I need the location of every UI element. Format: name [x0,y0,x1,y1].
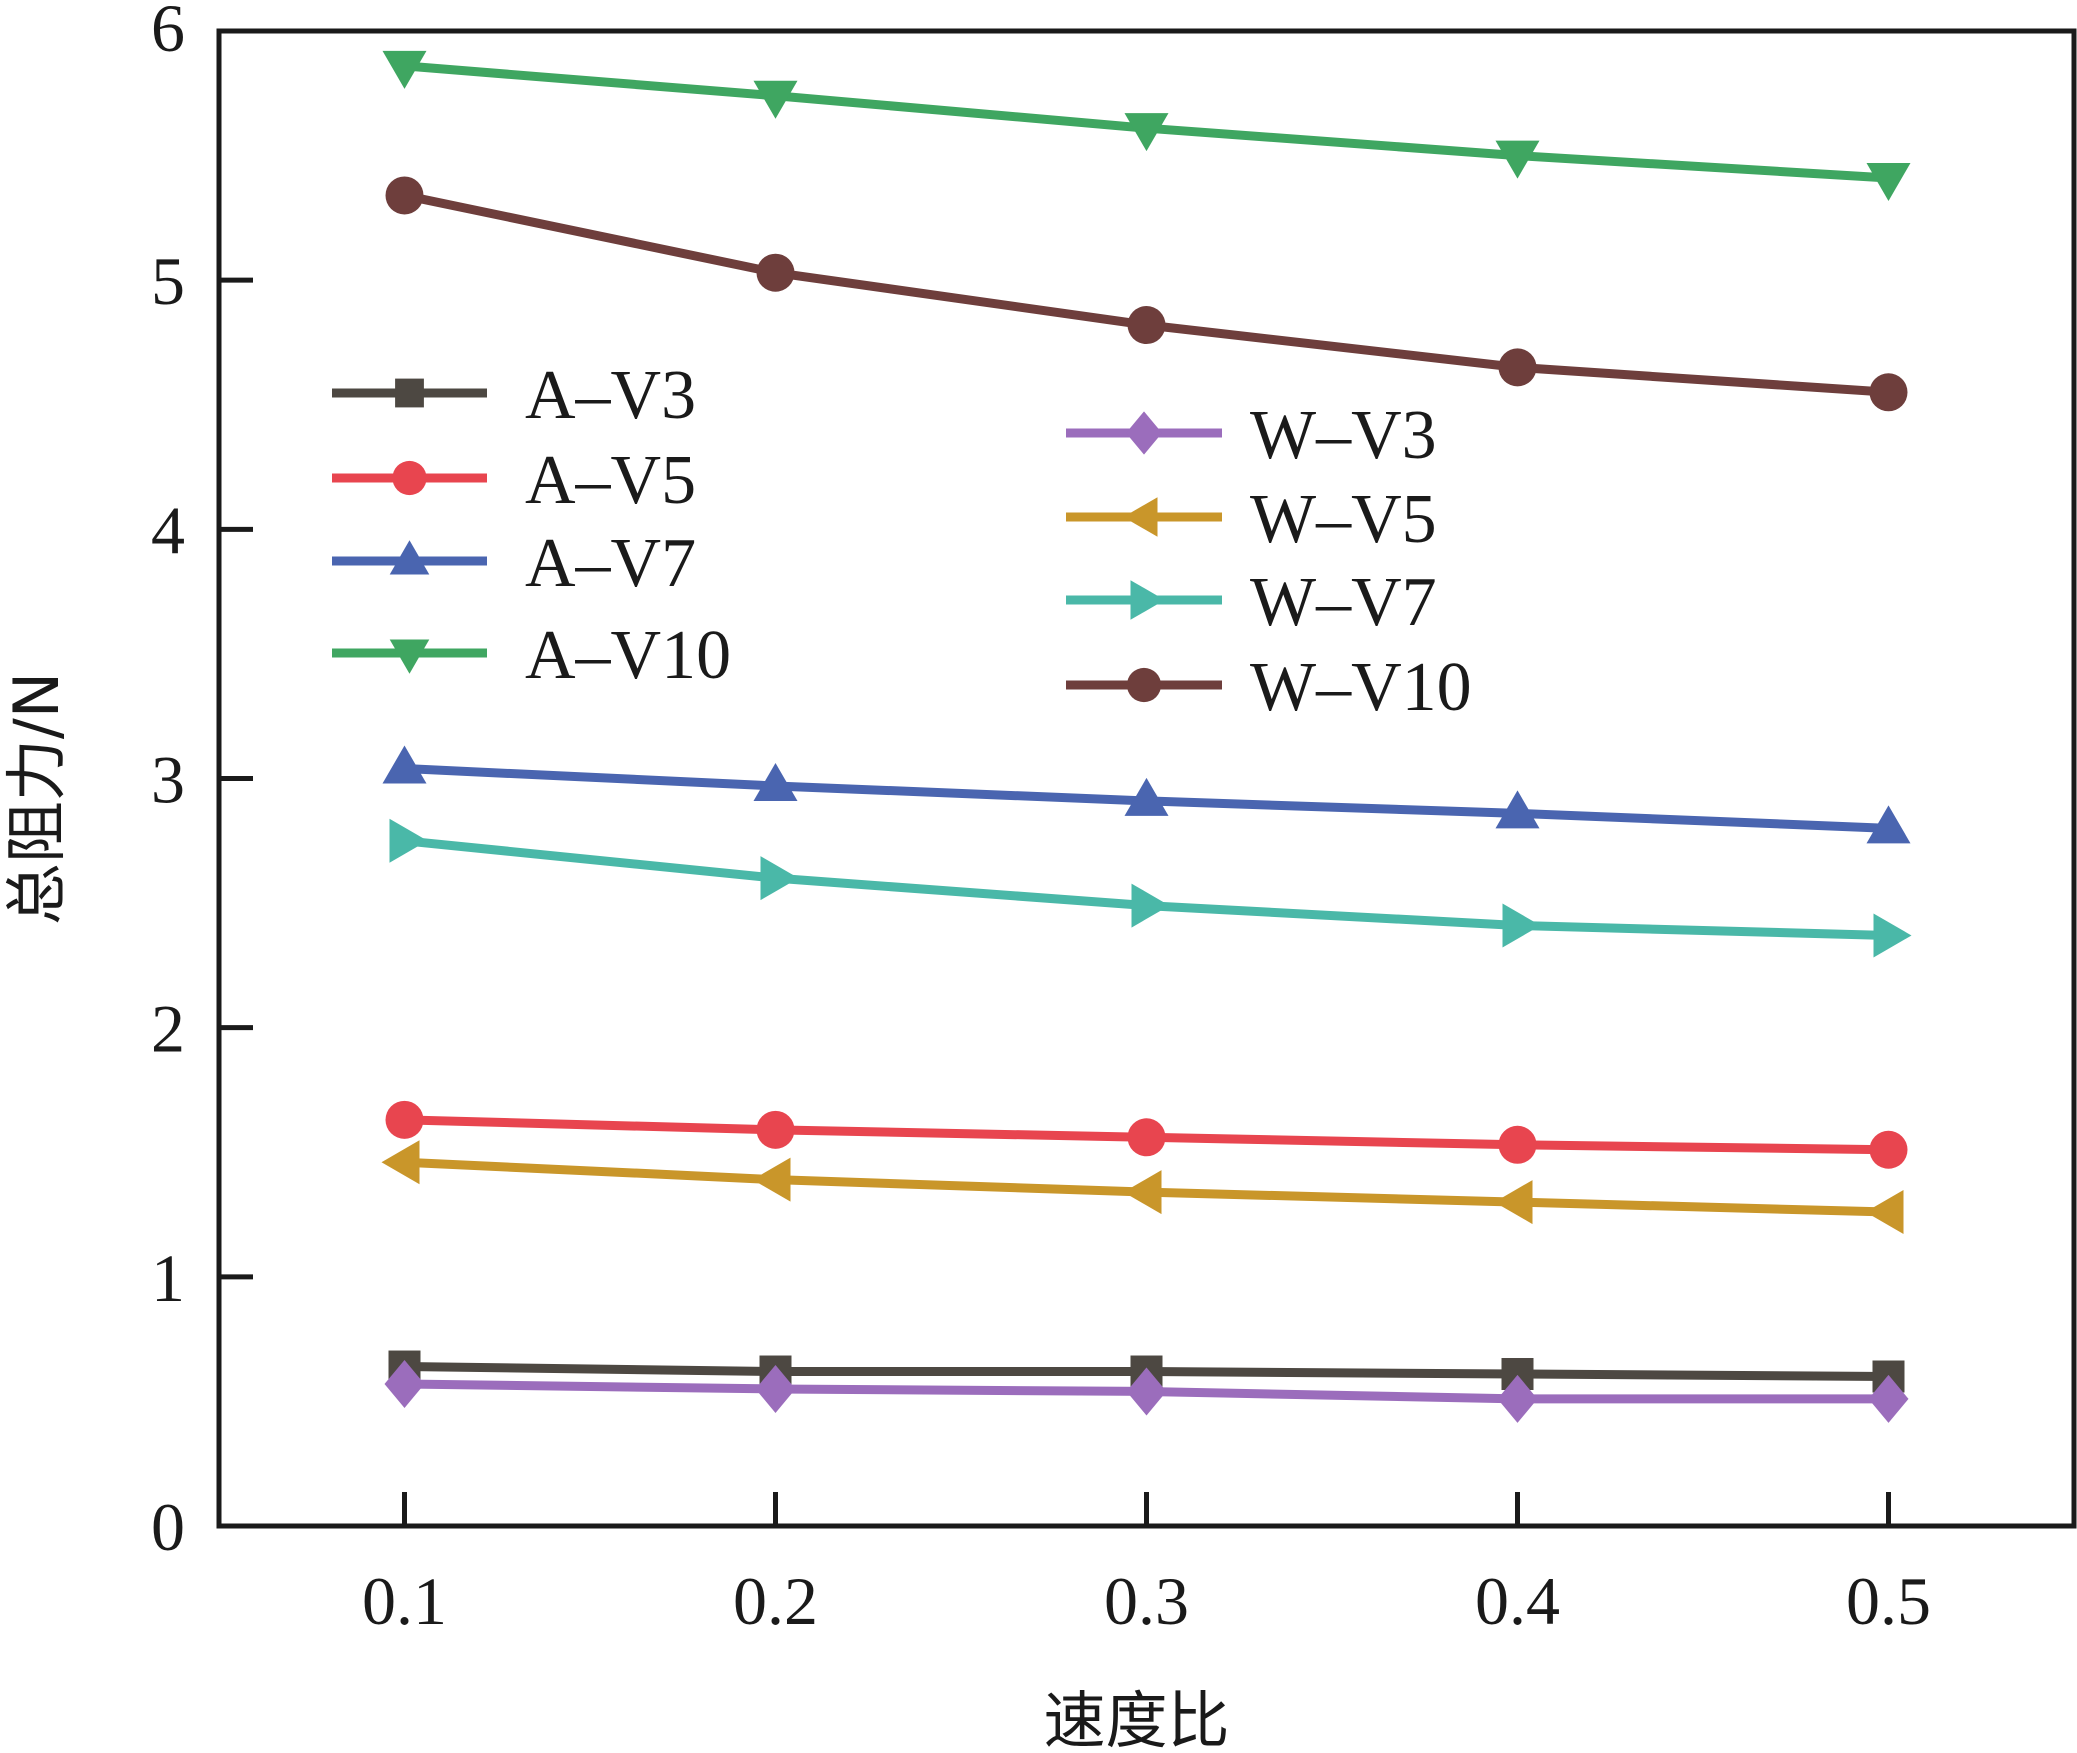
data-point-circle [1869,373,1908,412]
y-tick-label: 3 [151,742,185,818]
legend-label: W–V5 [1250,481,1437,558]
data-point-circle [756,1110,795,1149]
x-tick-label: 0.3 [1104,1563,1189,1639]
legend-group-w: W–V3W–V5W–V7 W–V10 [1066,397,1472,726]
legend-marker-circle [1126,667,1162,703]
y-tick-label: 5 [151,243,185,319]
data-point-circle [756,253,795,292]
data-point-triangle-down [1124,113,1169,152]
data-point-triangle-down [382,50,427,89]
data-point-triangle-up [382,745,427,784]
series-w-v7 [389,818,1912,958]
x-tick-label: 0.1 [362,1563,447,1639]
legend-marker-circle [392,460,427,496]
x-axis-ticks: 0.1 0.2 0.3 0.4 0.5 [362,1492,1931,1639]
data-point-circle [1498,1125,1537,1164]
y-axis-title: 总阻力/N [0,672,73,925]
data-point-triangle-right [389,818,428,863]
legend-label: W–V7 [1250,564,1437,641]
data-point-triangle-down [753,80,798,119]
data-point-circle [385,176,424,215]
data-point-triangle-left [1865,1190,1904,1235]
legend-item: A–V3 [332,357,696,434]
data-point-circle [1869,1130,1908,1169]
y-tick-label: 2 [151,991,185,1067]
legend-marker-square [395,378,424,408]
legend-marker-triangle-left [1123,497,1158,537]
series-w-v10 [385,176,1908,412]
data-point-diamond [1868,1374,1909,1423]
legend-item: W–V3 [1066,397,1437,474]
data-point-triangle-right [760,856,799,901]
y-tick-label: 4 [151,492,185,568]
x-tick-label: 0.5 [1846,1563,1931,1639]
data-point-triangle-up [1124,777,1169,816]
data-point-triangle-left [1123,1170,1162,1215]
legend-label: A–V5 [525,442,696,519]
data-point-diamond [384,1359,425,1408]
data-point-circle [385,1100,424,1139]
x-tick-label: 0.2 [733,1563,818,1639]
data-point-triangle-up [753,762,798,801]
data-point-circle [1127,1118,1166,1157]
series-a-v10 [382,50,1911,202]
legend-label: W–V10 [1250,649,1472,726]
legend-item: A–V5 [332,442,696,519]
data-point-diamond [755,1364,796,1413]
series-a-v5 [385,1100,1908,1169]
y-axis-ticks: 0 1 2 3 4 5 6 [151,0,253,1565]
legend-item: A–V10 [332,617,731,694]
series-a-v7 [382,745,1911,844]
y-tick-label: 6 [151,0,185,66]
x-tick-label: 0.4 [1475,1563,1560,1639]
legend-marker-diamond [1126,411,1162,455]
data-point-circle [1127,306,1166,345]
legend-item: W–V10 [1066,649,1472,726]
legend-marker-triangle-up [389,540,430,575]
legend-marker-triangle-right [1130,580,1165,620]
data-point-diamond [1126,1367,1167,1416]
data-point-triangle-left [752,1157,791,1202]
legend-label: W–V3 [1250,397,1437,474]
data-point-diamond [1497,1374,1538,1423]
data-point-triangle-left [381,1140,420,1185]
data-point-triangle-right [1502,903,1541,948]
series-line [404,836,1889,940]
series-w-v3 [384,1359,1909,1423]
legend-marker-triangle-down [389,639,430,674]
data-point-triangle-right [1873,913,1912,958]
y-tick-label: 0 [151,1489,185,1565]
series-w-v5 [381,1140,1904,1235]
data-point-triangle-up [1495,790,1540,829]
legend-item: W–V7 [1066,564,1437,641]
legend-label: A–V3 [525,357,696,434]
legend-item: W–V5 [1066,481,1437,558]
data-point-triangle-right [1131,883,1170,928]
x-axis-title: 速度比 [1043,1684,1229,1753]
data-point-triangle-up [1866,805,1911,844]
legend-label: A–V7 [525,525,696,602]
data-point-triangle-left [1494,1180,1533,1225]
legend-group-a: A–V3 A–V5A–V7 A–V10 [332,357,731,694]
data-point-circle [1498,348,1537,387]
data-point-triangle-down [1866,163,1911,202]
legend-label: A–V10 [525,617,731,694]
data-point-triangle-down [1495,140,1540,179]
legend-item: A–V7 [332,525,696,602]
series-layer [381,50,1912,1423]
y-tick-label: 1 [151,1240,185,1316]
